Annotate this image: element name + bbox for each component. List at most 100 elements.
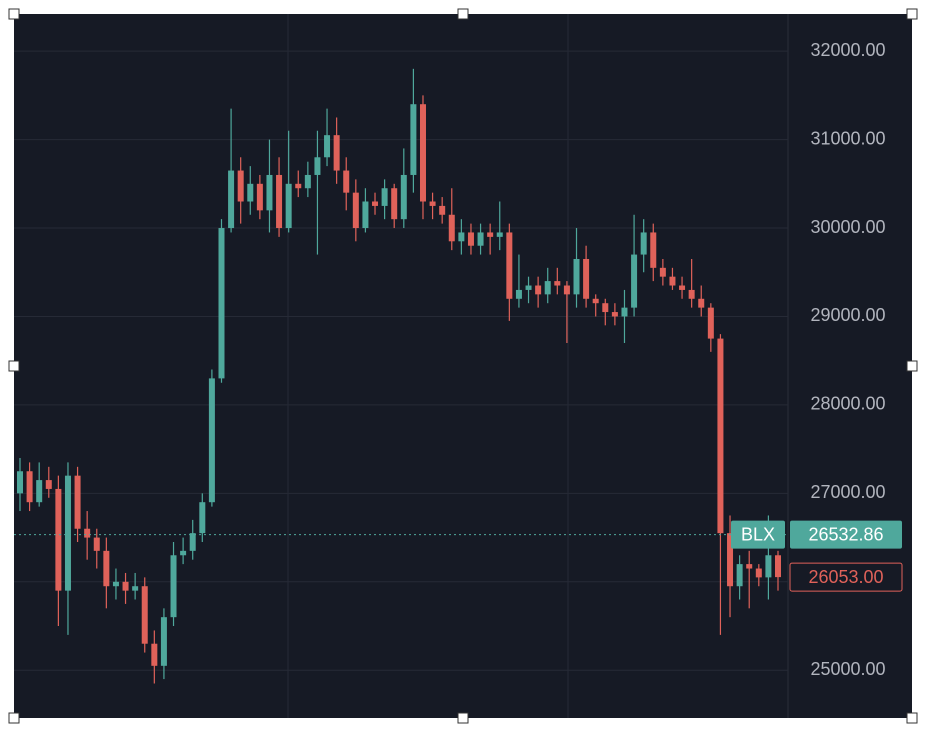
handle[interactable] bbox=[457, 712, 469, 724]
candle-body bbox=[352, 192, 359, 229]
candle-body bbox=[237, 170, 244, 202]
candle-body bbox=[698, 298, 705, 308]
candle-body bbox=[74, 475, 81, 529]
handle[interactable] bbox=[8, 712, 20, 724]
candle-body bbox=[707, 307, 714, 339]
candle-body bbox=[755, 568, 762, 578]
candle-body bbox=[563, 285, 570, 295]
candle-body bbox=[285, 183, 292, 229]
candle-body bbox=[247, 183, 254, 202]
candle-body bbox=[314, 157, 321, 175]
y-tick-label: 31000.00 bbox=[810, 128, 885, 148]
handle[interactable] bbox=[906, 712, 918, 724]
y-tick-label: 32000.00 bbox=[810, 40, 885, 60]
candle-body bbox=[506, 232, 513, 299]
candle-body bbox=[112, 581, 119, 587]
symbol-tag bbox=[731, 520, 785, 549]
candle-body bbox=[17, 471, 23, 494]
candle-body bbox=[372, 201, 379, 206]
candle-body bbox=[650, 232, 657, 268]
candle-body bbox=[419, 104, 426, 202]
candle-body bbox=[333, 135, 340, 171]
candle-body bbox=[439, 205, 446, 215]
symbol-label: BLX bbox=[741, 524, 775, 544]
candle-body bbox=[765, 555, 772, 578]
candle-body bbox=[458, 232, 465, 242]
candle-body bbox=[381, 188, 388, 206]
candle-body bbox=[688, 289, 695, 299]
candle-body bbox=[199, 502, 206, 534]
candle-body bbox=[573, 258, 580, 295]
y-tick-label: 28000.00 bbox=[810, 394, 885, 414]
candle-body bbox=[64, 475, 71, 591]
candle-body bbox=[535, 285, 542, 295]
candle-body bbox=[554, 281, 561, 286]
candle-body bbox=[324, 135, 331, 158]
candle-body bbox=[621, 307, 628, 317]
y-tick-label: 27000.00 bbox=[810, 482, 885, 502]
candle-body bbox=[304, 174, 311, 189]
candle-body bbox=[477, 232, 484, 246]
candle-body bbox=[727, 533, 734, 587]
handle[interactable] bbox=[8, 8, 20, 20]
candle-body bbox=[84, 528, 91, 538]
candle-body bbox=[276, 174, 283, 229]
candle-body bbox=[122, 581, 129, 591]
candle-body bbox=[467, 232, 474, 246]
candle-body bbox=[266, 174, 273, 211]
candle-body bbox=[775, 555, 781, 578]
candle-body bbox=[228, 170, 235, 229]
candle-body bbox=[55, 488, 62, 591]
candle-body bbox=[400, 174, 407, 220]
candle-body bbox=[189, 533, 196, 551]
y-tick-label: 30000.00 bbox=[810, 217, 885, 237]
candle-body bbox=[496, 232, 503, 237]
candle-body bbox=[132, 586, 139, 591]
price-tag bbox=[789, 562, 903, 592]
candle-body bbox=[362, 201, 369, 229]
candle-body bbox=[544, 281, 551, 295]
candle-body bbox=[45, 480, 52, 489]
handle[interactable] bbox=[906, 360, 918, 372]
candle-body bbox=[256, 183, 263, 211]
candle-body bbox=[343, 170, 350, 193]
candle-body bbox=[26, 471, 33, 503]
candle-body bbox=[679, 285, 686, 290]
candle-body bbox=[141, 586, 148, 644]
candle-body bbox=[103, 550, 110, 587]
candle-body bbox=[746, 564, 753, 569]
candle-body bbox=[659, 267, 666, 277]
candle-body bbox=[631, 254, 638, 308]
candle-body bbox=[151, 643, 158, 666]
candle-body bbox=[391, 188, 398, 220]
candle-body bbox=[736, 564, 743, 587]
price-tag bbox=[790, 520, 902, 549]
handle[interactable] bbox=[457, 8, 469, 20]
price-label: 26053.00 bbox=[808, 567, 883, 587]
candle-body bbox=[448, 214, 455, 242]
y-tick-label: 25000.00 bbox=[810, 659, 885, 679]
handle[interactable] bbox=[8, 360, 20, 372]
candle-body bbox=[36, 480, 43, 503]
candle-body bbox=[295, 183, 302, 189]
plot: 25000.0026000.0027000.0028000.0029000.00… bbox=[14, 40, 903, 684]
candle-body bbox=[218, 228, 225, 379]
candle-body bbox=[669, 276, 676, 286]
y-tick-label: 29000.00 bbox=[810, 305, 885, 325]
candle-body bbox=[160, 617, 167, 666]
candle-body bbox=[592, 298, 599, 304]
candle-body bbox=[93, 537, 100, 551]
candle-body bbox=[410, 104, 417, 175]
handle[interactable] bbox=[906, 8, 918, 20]
candle-body bbox=[180, 550, 187, 556]
candle-body bbox=[515, 289, 522, 299]
candle-body bbox=[602, 303, 609, 313]
candle-body bbox=[717, 338, 724, 534]
candle-body bbox=[611, 312, 618, 317]
plot-background bbox=[14, 14, 912, 718]
candle-body bbox=[208, 378, 215, 503]
candle-body bbox=[640, 232, 647, 255]
candle-body bbox=[525, 285, 532, 290]
